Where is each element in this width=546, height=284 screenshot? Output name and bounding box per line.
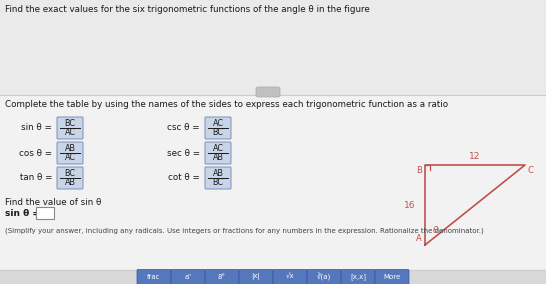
FancyBboxPatch shape xyxy=(57,142,83,164)
FancyBboxPatch shape xyxy=(205,167,231,189)
Text: csc θ =: csc θ = xyxy=(168,124,200,133)
FancyBboxPatch shape xyxy=(137,270,171,284)
Text: Complete the table by using the names of the sides to express each trigonometric: Complete the table by using the names of… xyxy=(5,100,448,109)
FancyBboxPatch shape xyxy=(307,270,341,284)
Text: BC: BC xyxy=(64,119,75,128)
FancyBboxPatch shape xyxy=(375,270,409,284)
FancyBboxPatch shape xyxy=(57,117,83,139)
Text: BC: BC xyxy=(212,178,223,187)
Text: B: B xyxy=(416,166,422,175)
Text: BC: BC xyxy=(212,128,223,137)
FancyBboxPatch shape xyxy=(205,142,231,164)
FancyBboxPatch shape xyxy=(171,270,205,284)
Text: θ: θ xyxy=(433,226,438,235)
Text: tan θ =: tan θ = xyxy=(20,174,52,183)
Text: AC: AC xyxy=(212,119,223,128)
Text: AB: AB xyxy=(212,153,223,162)
Text: sin θ =: sin θ = xyxy=(21,124,52,133)
Text: (Simplify your answer, including any radicals. Use integers or fractions for any: (Simplify your answer, including any rad… xyxy=(5,228,484,235)
Text: Find the value of sin θ: Find the value of sin θ xyxy=(5,198,102,207)
FancyBboxPatch shape xyxy=(341,270,375,284)
Text: A: A xyxy=(416,234,422,243)
Text: [x,x]: [x,x] xyxy=(350,273,366,280)
Text: AB: AB xyxy=(212,169,223,178)
FancyBboxPatch shape xyxy=(57,167,83,189)
Text: frac: frac xyxy=(147,274,161,280)
Text: sin θ =: sin θ = xyxy=(5,208,40,218)
Text: AB: AB xyxy=(64,144,75,153)
Text: AC: AC xyxy=(64,128,75,137)
Text: cot θ =: cot θ = xyxy=(168,174,200,183)
Text: Find the exact values for the six trigonometric functions of the angle θ in the : Find the exact values for the six trigon… xyxy=(5,5,370,14)
Bar xyxy=(36,207,54,219)
Text: 16: 16 xyxy=(403,201,415,210)
FancyBboxPatch shape xyxy=(256,87,280,97)
FancyBboxPatch shape xyxy=(273,270,307,284)
Bar xyxy=(0,95,546,270)
Text: 12: 12 xyxy=(470,152,480,161)
Text: AC: AC xyxy=(64,153,75,162)
Text: 8°: 8° xyxy=(218,274,226,280)
Text: C: C xyxy=(527,166,533,175)
Text: AB: AB xyxy=(64,178,75,187)
Text: aⁿ: aⁿ xyxy=(185,274,192,280)
FancyBboxPatch shape xyxy=(239,270,273,284)
Text: ∛(a): ∛(a) xyxy=(317,273,331,281)
Text: BC: BC xyxy=(64,169,75,178)
Text: cos θ =: cos θ = xyxy=(19,149,52,158)
FancyBboxPatch shape xyxy=(205,270,239,284)
FancyBboxPatch shape xyxy=(205,117,231,139)
Bar xyxy=(0,270,546,284)
Bar xyxy=(0,0,546,95)
Text: More: More xyxy=(383,274,401,280)
Text: √x: √x xyxy=(286,274,294,280)
Text: |x|: |x| xyxy=(252,273,260,281)
Text: AC: AC xyxy=(212,144,223,153)
Text: sec θ =: sec θ = xyxy=(167,149,200,158)
